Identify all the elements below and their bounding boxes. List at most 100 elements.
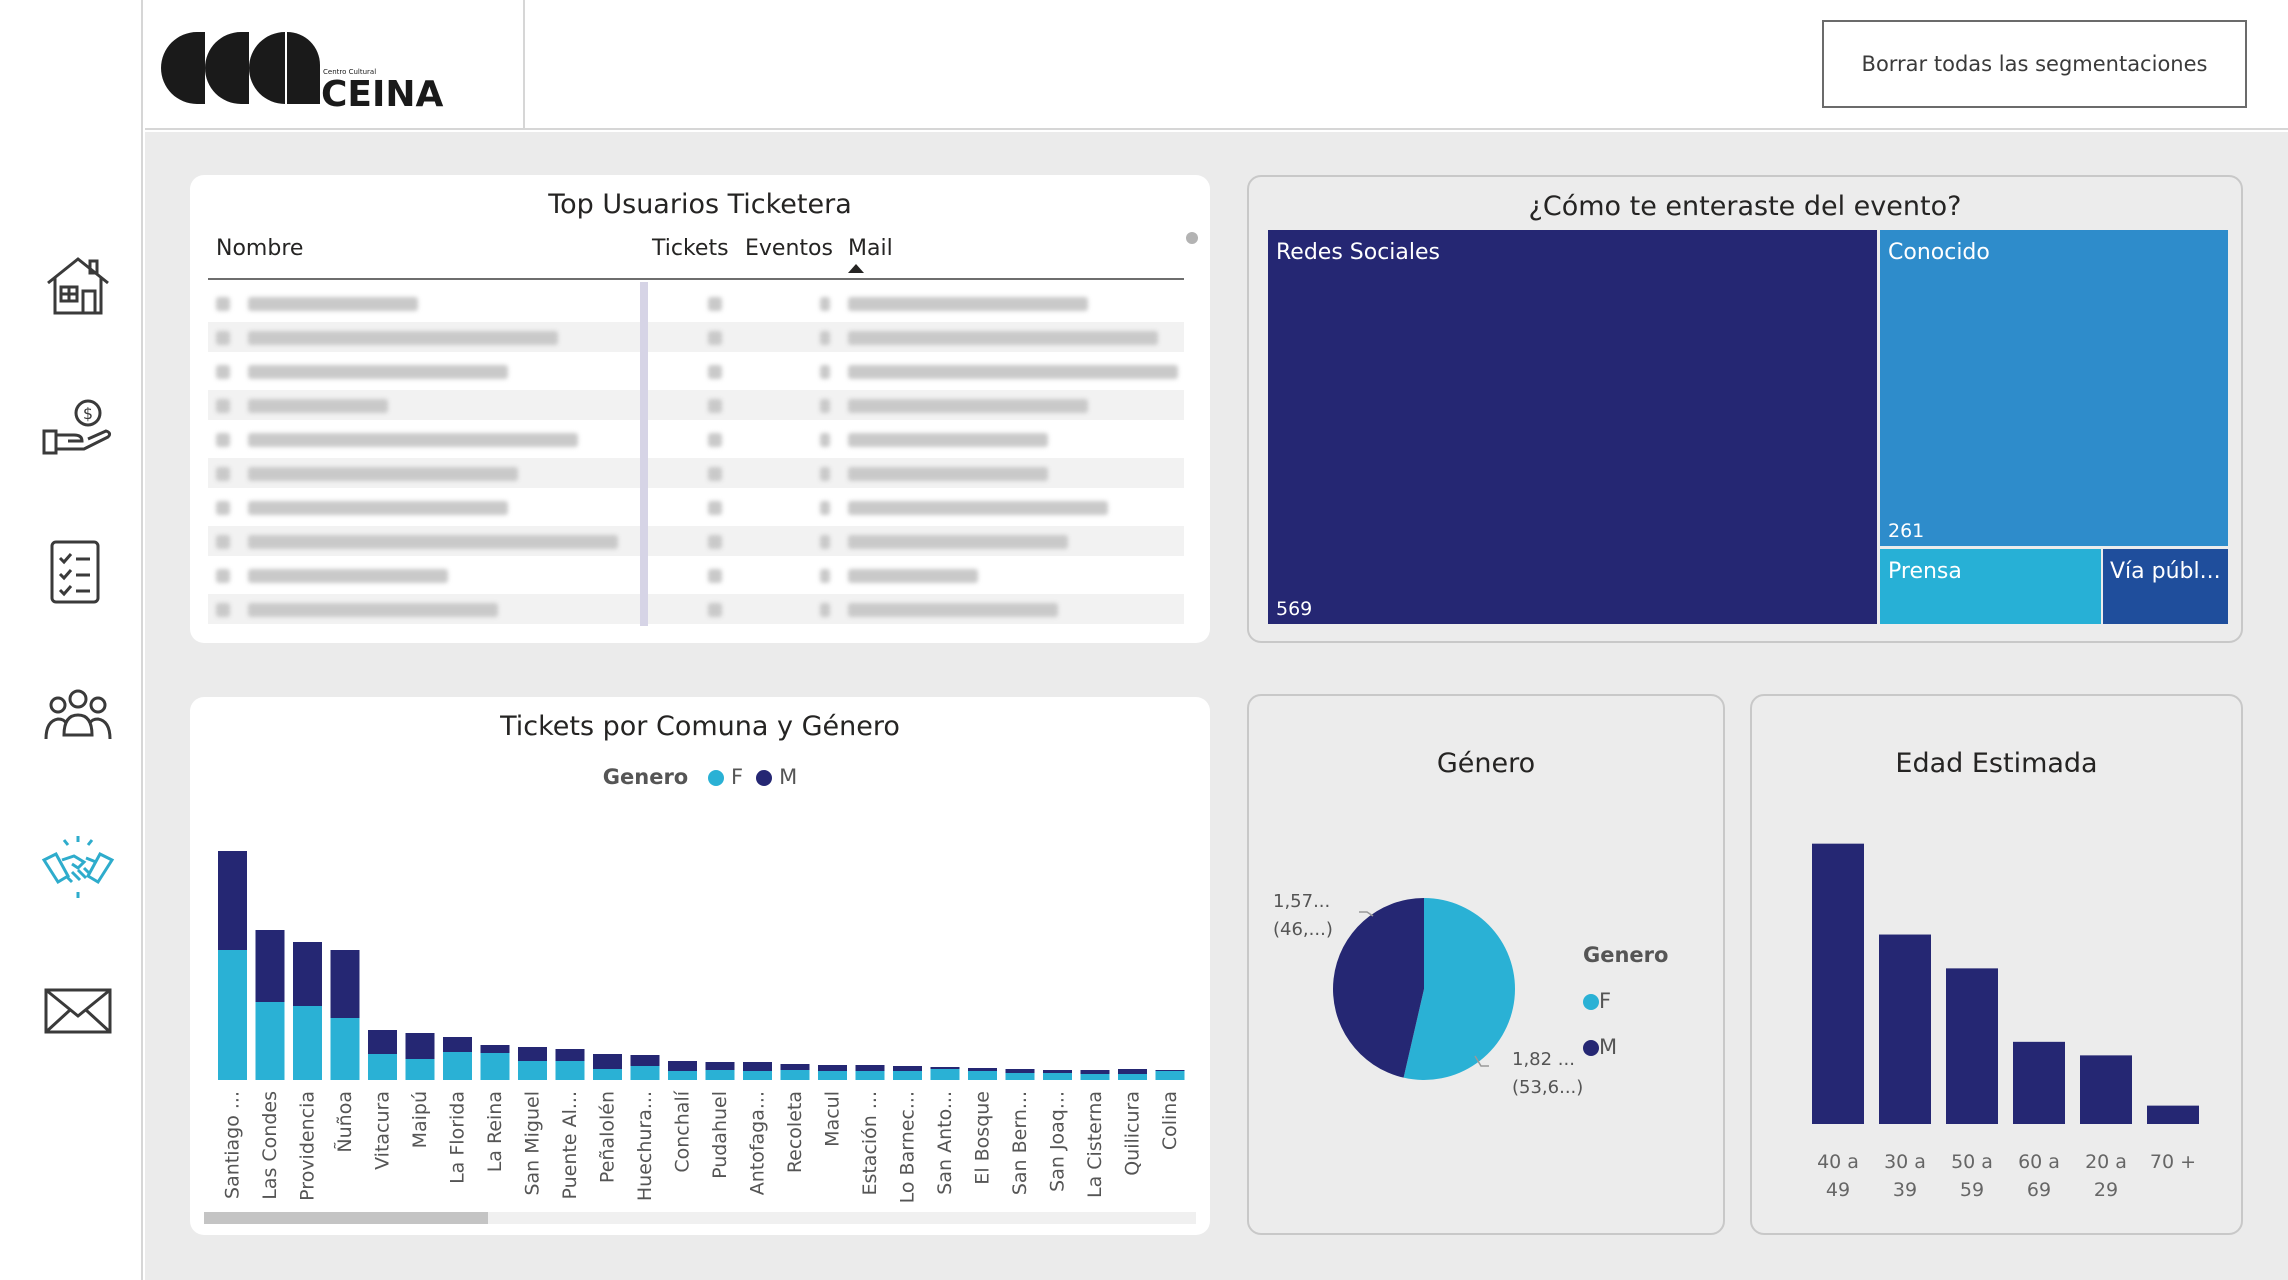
column-resize-bar[interactable] <box>640 282 648 626</box>
bar-f[interactable] <box>780 1070 810 1080</box>
bar-f[interactable] <box>630 1066 660 1080</box>
bar-f[interactable] <box>1080 1074 1110 1080</box>
table-row[interactable] <box>208 458 1184 488</box>
table-row[interactable] <box>208 526 1184 556</box>
col-header-mail[interactable]: Mail <box>848 236 893 261</box>
bar-m[interactable] <box>293 942 322 1006</box>
legend-label-f[interactable]: F <box>730 765 744 789</box>
table-row[interactable] <box>208 594 1184 624</box>
bar[interactable] <box>2147 1105 2199 1124</box>
col-header-tickets[interactable]: Tickets <box>652 236 729 261</box>
treemap-tile-redes-sociales[interactable]: Redes Sociales 569 <box>1268 230 1877 624</box>
bar-f[interactable] <box>443 1052 472 1080</box>
bar-f[interactable] <box>405 1059 435 1080</box>
bar-f[interactable] <box>668 1071 697 1080</box>
bar-f[interactable] <box>368 1054 397 1080</box>
bar-f[interactable] <box>518 1061 547 1080</box>
bar-m[interactable] <box>1118 1069 1147 1074</box>
treemap-tile-prensa[interactable]: Prensa <box>1880 549 2101 624</box>
bar-m[interactable] <box>1005 1069 1035 1073</box>
bar-f[interactable] <box>555 1061 585 1080</box>
bar-m[interactable] <box>968 1068 997 1071</box>
horizontal-scrollbar-track[interactable] <box>204 1212 1196 1224</box>
bar[interactable] <box>1879 934 1931 1124</box>
bar-m[interactable] <box>405 1033 435 1059</box>
bar-m[interactable] <box>668 1061 697 1071</box>
bar-f[interactable] <box>893 1071 922 1080</box>
obscured-cell <box>708 399 722 413</box>
bar-m[interactable] <box>368 1030 397 1054</box>
bar-f[interactable] <box>255 1002 285 1080</box>
bar-m[interactable] <box>705 1062 735 1070</box>
table-row[interactable] <box>208 322 1184 352</box>
bar-m[interactable] <box>443 1037 472 1052</box>
bar-m[interactable] <box>818 1065 847 1071</box>
pie-slice-f[interactable] <box>1403 898 1515 1080</box>
bar[interactable] <box>1946 968 1998 1124</box>
x-tick-label: Estación ... <box>859 1091 881 1196</box>
bar-m[interactable] <box>893 1066 922 1071</box>
checklist-icon[interactable] <box>38 532 118 612</box>
legend-label-m[interactable]: M <box>779 765 798 789</box>
table-scroll-thumb[interactable] <box>1186 232 1198 244</box>
bar-f[interactable] <box>1005 1073 1035 1080</box>
bar-m[interactable] <box>555 1049 585 1061</box>
pie-slice-m[interactable] <box>1333 898 1424 1078</box>
clear-all-slicers-button[interactable]: Borrar todas las segmentaciones <box>1822 20 2247 108</box>
obscured-cell <box>848 297 1088 311</box>
bar-m[interactable] <box>480 1045 510 1053</box>
bar-m[interactable] <box>930 1067 960 1069</box>
bar-m[interactable] <box>855 1065 885 1071</box>
obscured-cell <box>248 331 558 345</box>
bar-m[interactable] <box>1080 1070 1110 1074</box>
bar-m[interactable] <box>593 1054 622 1069</box>
bar-f[interactable] <box>968 1071 997 1080</box>
treemap-tile-conocido[interactable]: Conocido 261 <box>1880 230 2228 546</box>
bar-f[interactable] <box>1043 1073 1072 1080</box>
home-icon[interactable] <box>38 245 118 325</box>
x-tick-label: La Florida <box>447 1091 469 1184</box>
table-row[interactable] <box>208 288 1184 318</box>
bar-m[interactable] <box>780 1064 810 1070</box>
bar-f[interactable] <box>818 1071 847 1080</box>
bar-m[interactable] <box>255 930 285 1002</box>
table-row[interactable] <box>208 560 1184 590</box>
bar-f[interactable] <box>930 1069 960 1080</box>
bar-f[interactable] <box>593 1069 622 1080</box>
handshake-icon[interactable] <box>38 826 118 906</box>
bar-m[interactable] <box>743 1062 772 1071</box>
x-tick-label: Maipú <box>409 1091 431 1148</box>
bar[interactable] <box>2013 1041 2065 1124</box>
legend-item-m[interactable]: M <box>1583 1024 1668 1070</box>
bar-m[interactable] <box>218 851 247 950</box>
table-row[interactable] <box>208 492 1184 522</box>
table-row[interactable] <box>208 424 1184 454</box>
bar-m[interactable] <box>518 1047 547 1061</box>
genero-title: Género <box>1436 748 1536 779</box>
bar-f[interactable] <box>705 1070 735 1080</box>
col-header-eventos[interactable]: Eventos <box>745 236 833 261</box>
bar-m[interactable] <box>1155 1070 1185 1071</box>
horizontal-scrollbar-thumb[interactable] <box>204 1212 488 1224</box>
bar-f[interactable] <box>293 1006 322 1080</box>
bar-f[interactable] <box>330 1018 360 1080</box>
bar[interactable] <box>1812 843 1864 1124</box>
bar-f[interactable] <box>1118 1074 1147 1080</box>
bar-f[interactable] <box>218 950 247 1080</box>
col-header-nombre[interactable]: Nombre <box>216 236 304 261</box>
mail-icon[interactable] <box>38 970 118 1050</box>
treemap-tile-via-publica[interactable]: Vía públ... <box>2103 549 2228 624</box>
bar-m[interactable] <box>330 950 360 1018</box>
legend-item-f[interactable]: F <box>1583 978 1668 1024</box>
bar[interactable] <box>2080 1055 2132 1124</box>
bar-f[interactable] <box>1155 1071 1185 1080</box>
bar-m[interactable] <box>630 1055 660 1066</box>
bar-f[interactable] <box>855 1071 885 1080</box>
bar-m[interactable] <box>1043 1070 1072 1073</box>
bar-f[interactable] <box>743 1071 772 1080</box>
people-icon[interactable] <box>38 677 118 757</box>
table-row[interactable] <box>208 390 1184 420</box>
table-row[interactable] <box>208 356 1184 386</box>
money-hand-icon[interactable]: $ <box>38 387 118 467</box>
bar-f[interactable] <box>480 1053 510 1080</box>
